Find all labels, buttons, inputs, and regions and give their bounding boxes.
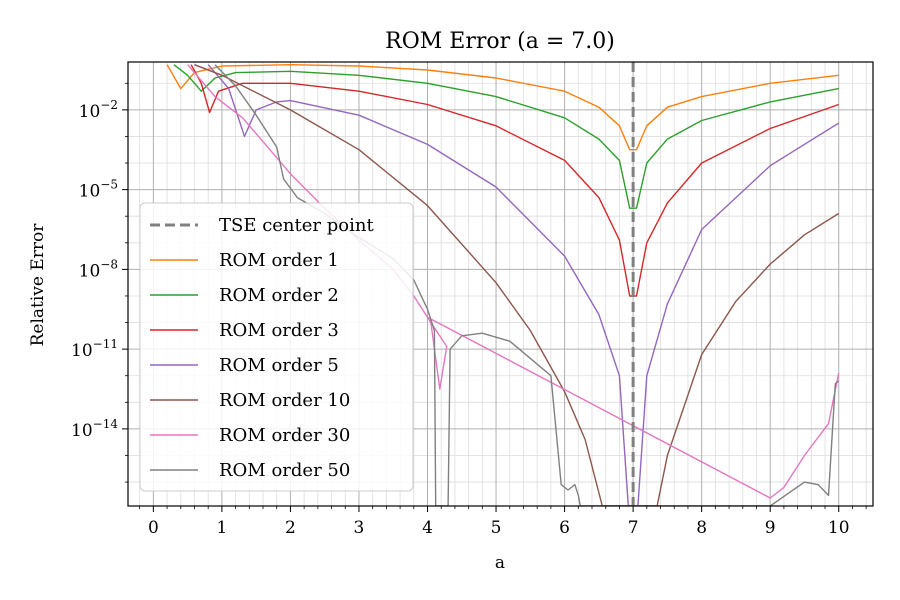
legend-label: ROM order 50	[219, 460, 350, 481]
y-tick-label: 10−11	[71, 337, 118, 361]
legend-label: ROM order 3	[219, 320, 339, 341]
y-axis-label: Relative Error	[28, 223, 48, 347]
y-tick-label: 10−2	[79, 98, 118, 122]
series-layer	[166, 63, 840, 506]
legend-label: TSE center point	[219, 215, 374, 236]
x-tick-label: 3	[354, 518, 365, 538]
x-tick-label: 4	[422, 518, 433, 538]
series-line-rom-order-3	[190, 64, 839, 297]
legend-label: ROM order 1	[219, 250, 339, 271]
x-axis-label: a	[495, 553, 505, 573]
series-line-rom-order-2	[173, 64, 839, 209]
y-tick-label: 10−8	[79, 257, 118, 281]
x-tick-label: 9	[765, 518, 776, 538]
legend-label: ROM order 2	[219, 285, 339, 306]
plot-frame	[127, 61, 874, 507]
series-line-rom-order-30	[187, 64, 840, 499]
x-tick-label: 8	[696, 518, 707, 538]
x-tick-label: 10	[828, 518, 850, 538]
axes-layer: 0 1 2 3 4 5 6 7 8 9 10 10−2 10−5 10−8 10−11 10−14	[71, 82, 867, 538]
series-line-rom-order-5	[207, 64, 840, 506]
legend-label: ROM order 30	[219, 425, 350, 446]
legend-label: ROM order 10	[219, 390, 350, 411]
x-tick-label: 0	[148, 518, 159, 538]
x-tick-label: 6	[559, 518, 570, 538]
legend-label: ROM order 5	[219, 355, 339, 376]
y-tick-label: 10−5	[79, 178, 118, 202]
legend-box	[139, 202, 414, 492]
chart-title: ROM Error (a = 7.0)	[385, 29, 615, 54]
series-line-rom-order-50	[214, 64, 840, 506]
legend: TSE center point ROM order 1 ROM order 2 RO…	[139, 202, 414, 492]
x-tick-label: 7	[628, 518, 639, 538]
x-tick-label: 2	[285, 518, 296, 538]
series-line-rom-order-10	[194, 64, 840, 506]
x-tick-label: 5	[491, 518, 502, 538]
x-tick-label: 1	[216, 518, 227, 538]
y-tick-label: 10−14	[71, 417, 118, 441]
